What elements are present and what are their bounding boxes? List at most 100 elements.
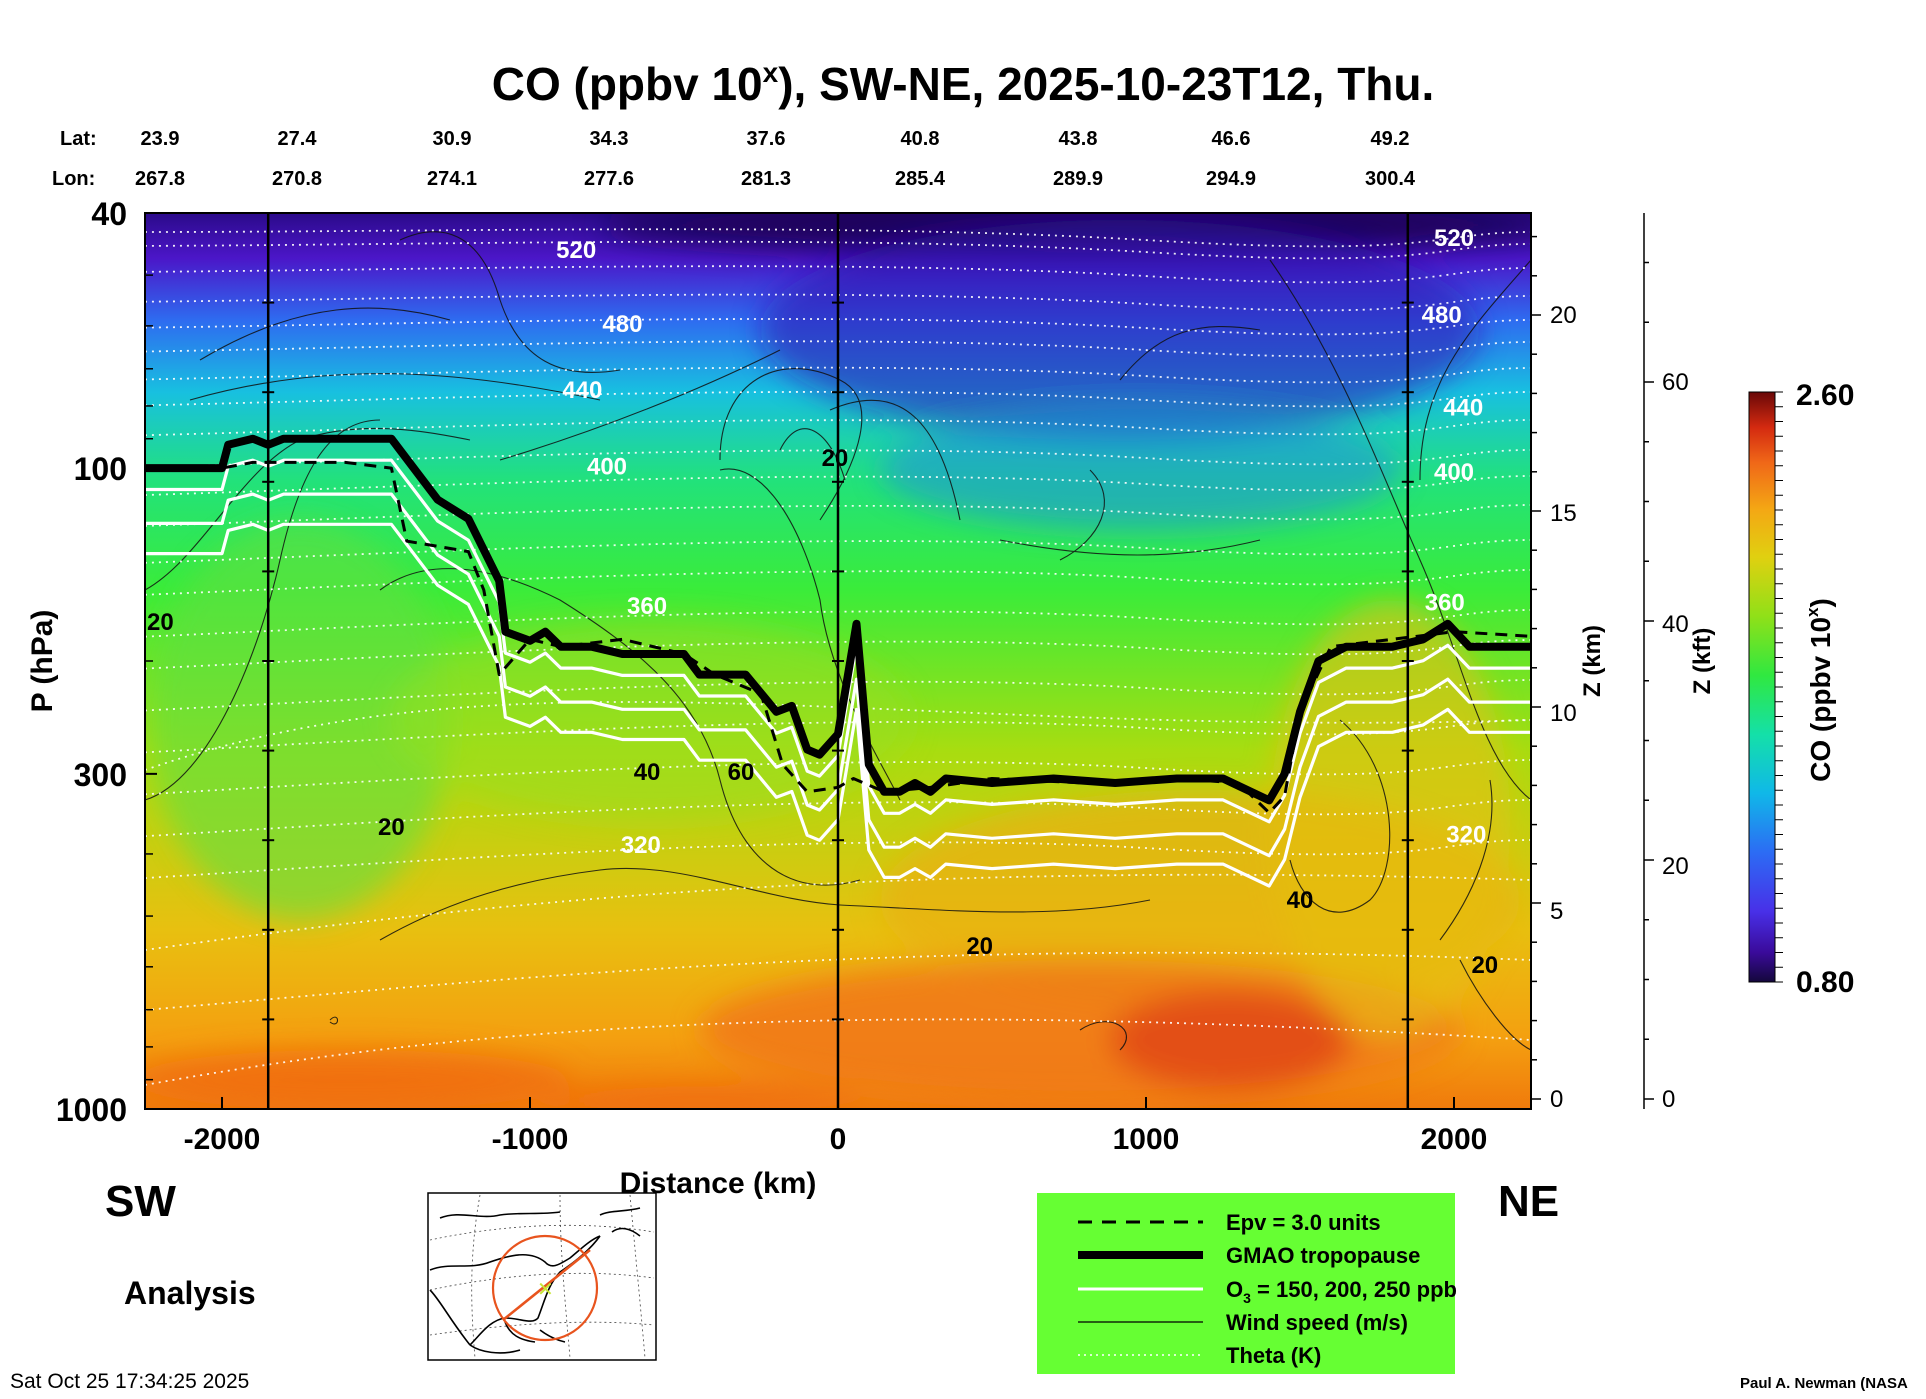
lon-label: Lon: <box>52 168 95 190</box>
theta-label: 360 <box>627 593 667 620</box>
z-km-tick-label: 15 <box>1550 500 1577 527</box>
lon-value: 300.4 <box>1365 168 1416 190</box>
z-km-tick-label: 5 <box>1550 898 1563 925</box>
theta-label: 400 <box>1434 459 1474 486</box>
credit: Paul A. Newman (NASA <box>1740 1375 1908 1392</box>
colorbar-label: CO (ppbv 10x) <box>1803 598 1836 782</box>
z-kft-tick-label: 60 <box>1662 369 1689 396</box>
theta-label: 440 <box>1443 395 1483 422</box>
x-tick-label: 0 <box>830 1123 847 1156</box>
lat-value: 23.9 <box>141 128 180 150</box>
theta-contour <box>145 391 1531 408</box>
y-tick-label: 40 <box>91 196 127 232</box>
theta-label: 480 <box>1422 302 1462 329</box>
lat-value: 27.4 <box>278 128 318 150</box>
theta-contour <box>145 759 1531 796</box>
wind-label: 20 <box>822 445 849 472</box>
lat-value: 30.9 <box>433 128 472 150</box>
theta-label: 520 <box>556 237 596 264</box>
y-axis-label: P (hPa) <box>26 610 59 713</box>
lon-value: 281.3 <box>741 168 791 190</box>
theta-label: 440 <box>562 377 602 404</box>
theta-contour <box>145 719 1531 754</box>
wind-label: 20 <box>147 609 174 636</box>
theta-contour <box>145 475 1531 496</box>
theta-label: 320 <box>621 832 661 859</box>
lon-value: 277.6 <box>584 168 634 190</box>
lon-value: 285.4 <box>895 168 946 190</box>
theta-contour <box>145 639 1531 670</box>
legend-label: Epv = 3.0 units <box>1226 1210 1381 1235</box>
legend-label: O3 = 150, 200, 250 ppb <box>1226 1277 1457 1306</box>
lat-label: Lat: <box>60 128 97 150</box>
z-km-tick-label: 10 <box>1550 700 1577 727</box>
lon-value: 270.8 <box>272 168 322 190</box>
y-tick-label: 100 <box>74 451 127 487</box>
legend-label: Wind speed (m/s) <box>1226 1310 1408 1335</box>
co-field <box>145 213 1531 1109</box>
z-kft-tick-label: 20 <box>1662 853 1689 880</box>
wind-label: 40 <box>634 759 661 786</box>
lat-value: 34.3 <box>590 128 629 150</box>
x-tick-label: -1000 <box>492 1123 569 1156</box>
z-kft-label: Z (kft) <box>1689 628 1716 695</box>
theta-label: 320 <box>1446 821 1486 848</box>
theta-contour <box>145 539 1531 564</box>
z-kft-tick-label: 40 <box>1662 611 1689 638</box>
theta-label: 520 <box>1434 225 1474 252</box>
theta-contour <box>145 839 1531 879</box>
theta-contour <box>145 504 1531 527</box>
y-tick-label: 1000 <box>56 1092 127 1128</box>
map-marker-icon: ✕ <box>537 1279 554 1301</box>
direction-sw: SW <box>105 1177 176 1226</box>
theta-label: 360 <box>1425 589 1465 616</box>
theta-contour <box>145 679 1531 712</box>
lat-lon-values: 23.9 27.4 30.9 34.3 37.6 40.8 43.8 46.6 49.2 267.… <box>135 128 1416 190</box>
lon-value: 274.1 <box>427 168 477 190</box>
inset-map: ✕ <box>427 1192 657 1361</box>
wind-label: 20 <box>378 814 405 841</box>
y-tick-label: 300 <box>74 757 127 793</box>
wind-label: 20 <box>1471 952 1498 979</box>
theta-contour <box>145 701 1531 771</box>
lat-value: 43.8 <box>1059 128 1098 150</box>
theta-label: 400 <box>587 453 627 480</box>
z-kft-tick-label: 0 <box>1662 1086 1675 1113</box>
lat-value: 40.8 <box>901 128 940 150</box>
legend: Epv = 3.0 units GMAO tropopause O3 = 150, … <box>1037 1193 1457 1374</box>
z-km-tick-label: 20 <box>1550 302 1577 329</box>
lat-value: 37.6 <box>747 128 786 150</box>
theta-contour <box>145 449 1531 469</box>
legend-label: GMAO tropopause <box>1226 1243 1420 1268</box>
theta-contour <box>145 366 1531 384</box>
lon-value: 294.9 <box>1206 168 1256 190</box>
lon-value: 289.9 <box>1053 168 1103 190</box>
wind-label: 20 <box>966 933 993 960</box>
z-km-label: Z (km) <box>1579 625 1606 697</box>
colorbar: 2.60 0.80 CO (ppbv 10x) <box>1748 379 1854 999</box>
theta-contour <box>145 419 1531 437</box>
colorbar-min: 0.80 <box>1796 966 1854 999</box>
direction-ne: NE <box>1498 1177 1559 1226</box>
x-tick-label: -2000 <box>184 1123 261 1156</box>
x-tick-label: 2000 <box>1421 1123 1488 1156</box>
lat-value: 46.6 <box>1212 128 1251 150</box>
chart-title: CO (ppbv 10x), SW-NE, 2025-10-23T12, Thu… <box>492 57 1435 110</box>
z-km-tick-label: 0 <box>1550 1086 1563 1113</box>
overlay-lines <box>145 213 1531 1109</box>
legend-label: Theta (K) <box>1226 1343 1321 1368</box>
lon-value: 267.8 <box>135 168 185 190</box>
wind-label: 40 <box>1287 887 1314 914</box>
timestamp: Sat Oct 25 17:34:25 2025 <box>10 1370 249 1393</box>
colorbar-max: 2.60 <box>1796 379 1854 412</box>
lat-value: 49.2 <box>1371 128 1410 150</box>
contour-labels: 520 480 440 400 360 320 520 480 440 400 360 320 20 20… <box>147 225 1498 979</box>
theta-contour <box>145 951 1531 1011</box>
theta-contour <box>145 569 1531 596</box>
analysis-label: Analysis <box>124 1275 256 1311</box>
theta-label: 480 <box>602 311 642 338</box>
theta-contour <box>145 609 1531 638</box>
x-tick-label: 1000 <box>1113 1123 1180 1156</box>
wind-label: 60 <box>728 759 755 786</box>
